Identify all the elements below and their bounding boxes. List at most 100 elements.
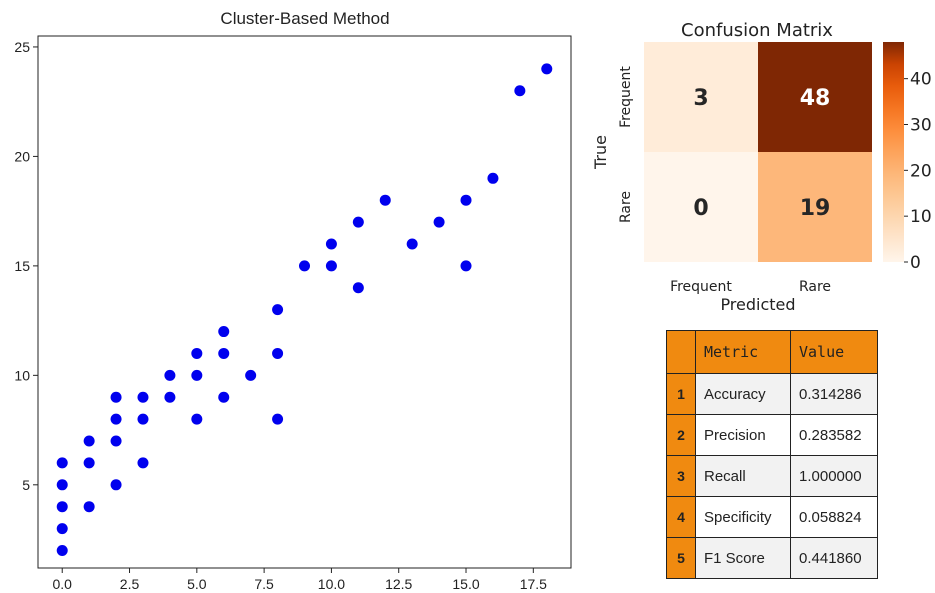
scatter-point bbox=[218, 347, 230, 359]
x-tick-label: 12.5 bbox=[385, 576, 412, 592]
row-index: 1 bbox=[666, 373, 696, 415]
scatter-point bbox=[379, 194, 391, 206]
row-index: 4 bbox=[666, 496, 696, 538]
heatmap-cell bbox=[644, 152, 758, 262]
scatter-point bbox=[487, 172, 499, 184]
scatter-point bbox=[433, 216, 445, 228]
metric-name: Accuracy bbox=[695, 373, 791, 415]
scatter-plot-frame bbox=[37, 35, 572, 569]
metrics-table: Metric Value 1 Accuracy 0.314286 2 Preci… bbox=[666, 330, 878, 579]
x-tick-label: 17.5 bbox=[520, 576, 547, 592]
scatter-point bbox=[191, 413, 203, 425]
heatmap-cell-value: 0 bbox=[693, 196, 708, 221]
scatter-point bbox=[191, 347, 203, 359]
scatter-title: Cluster-Based Method bbox=[220, 9, 389, 28]
x-category-label: Rare bbox=[799, 279, 831, 295]
table-row: 4 Specificity 0.058824 bbox=[666, 496, 878, 538]
metric-name: Specificity bbox=[695, 496, 791, 538]
colorbar-tick-label: 40 bbox=[910, 70, 932, 90]
scatter-point bbox=[299, 260, 310, 272]
scatter-chart: Cluster-Based Method 0.0 2.5 5.0 7.5 10.0 12.… bbox=[14, 9, 572, 592]
x-axis-label: Predicted bbox=[720, 295, 795, 314]
table-row: 2 Precision 0.283582 bbox=[666, 414, 878, 456]
metric-name: F1 Score bbox=[695, 537, 791, 579]
scatter-point bbox=[218, 391, 230, 403]
index-header bbox=[666, 330, 696, 374]
colorbar-tick-label: 0 bbox=[910, 253, 921, 273]
table-row: 1 Accuracy 0.314286 bbox=[666, 373, 878, 415]
row-index: 2 bbox=[666, 414, 696, 456]
scatter-point bbox=[352, 216, 364, 228]
x-tick-label: 2.5 bbox=[120, 576, 140, 592]
heatmap-cell-value: 19 bbox=[800, 196, 831, 221]
scatter-point bbox=[541, 63, 553, 75]
scatter-point bbox=[83, 435, 95, 447]
colorbar-tick-label: 30 bbox=[910, 116, 932, 136]
x-tick-label: 15.0 bbox=[452, 576, 479, 592]
heatmap-cell-value: 3 bbox=[693, 86, 708, 111]
scatter-point bbox=[164, 391, 176, 403]
scatter-point bbox=[514, 85, 526, 97]
table-row: 3 Recall 1.000000 bbox=[666, 455, 878, 497]
scatter-point bbox=[245, 369, 257, 381]
scatter-point bbox=[110, 479, 122, 491]
scatter-point bbox=[164, 369, 176, 381]
scatter-point bbox=[218, 326, 230, 338]
y-category-label: Frequent bbox=[618, 66, 634, 128]
scatter-point bbox=[137, 413, 149, 425]
colorbar-tick-label: 10 bbox=[910, 207, 932, 227]
confusion-matrix-chart: Confusion Matrix 3 48 0 19 0 10 20 30 40 Freque… bbox=[591, 20, 932, 314]
scatter-point bbox=[460, 194, 472, 206]
scatter-point bbox=[56, 523, 68, 535]
colorbar-tick-label: 20 bbox=[910, 161, 932, 181]
scatter-point bbox=[352, 282, 364, 294]
scatter-point bbox=[56, 544, 68, 556]
x-tick-label: 0.0 bbox=[52, 576, 72, 592]
value-header: Value bbox=[790, 330, 878, 374]
table-row: 5 F1 Score 0.441860 bbox=[666, 537, 878, 579]
scatter-point bbox=[325, 238, 337, 250]
row-index: 3 bbox=[666, 455, 696, 497]
x-category-label: Frequent bbox=[670, 279, 732, 295]
scatter-point bbox=[325, 260, 337, 272]
colorbar bbox=[883, 42, 904, 262]
y-tick-label: 25 bbox=[14, 39, 30, 55]
scatter-point bbox=[137, 457, 149, 469]
y-tick-label: 15 bbox=[14, 258, 30, 274]
scatter-point bbox=[110, 413, 122, 425]
y-tick-label: 5 bbox=[22, 477, 30, 493]
x-tick-label: 5.0 bbox=[187, 576, 207, 592]
metric-name: Precision bbox=[695, 414, 791, 456]
scatter-point bbox=[110, 391, 122, 403]
heatmap-cell bbox=[758, 152, 872, 262]
y-axis-label: True bbox=[591, 135, 610, 170]
scatter-point bbox=[56, 457, 68, 469]
scatter-point bbox=[56, 479, 68, 491]
heatmap-cell-value: 48 bbox=[800, 86, 831, 111]
scatter-point bbox=[460, 260, 472, 272]
row-index: 5 bbox=[666, 537, 696, 579]
scatter-point bbox=[272, 304, 284, 316]
metric-name: Recall bbox=[695, 455, 791, 497]
metric-value: 0.314286 bbox=[790, 373, 878, 415]
metric-value: 0.283582 bbox=[790, 414, 878, 456]
metrics-header-row: Metric Value bbox=[666, 330, 878, 374]
metric-header: Metric bbox=[695, 330, 791, 374]
y-category-label: Rare bbox=[618, 191, 634, 223]
x-tick-label: 7.5 bbox=[254, 576, 274, 592]
scatter-point bbox=[191, 369, 203, 381]
scatter-point bbox=[272, 347, 284, 359]
metric-value: 1.000000 bbox=[790, 455, 878, 497]
scatter-point bbox=[56, 501, 68, 513]
heatmap-cell bbox=[758, 42, 872, 152]
y-tick-label: 10 bbox=[14, 367, 30, 383]
y-tick-label: 20 bbox=[14, 148, 30, 164]
heatmap-cell bbox=[644, 42, 758, 152]
x-tick-label: 10.0 bbox=[318, 576, 345, 592]
metric-value: 0.058824 bbox=[790, 496, 878, 538]
scatter-point bbox=[137, 391, 149, 403]
confusion-matrix-title: Confusion Matrix bbox=[681, 20, 833, 41]
scatter-point bbox=[83, 501, 95, 513]
scatter-point bbox=[110, 435, 122, 447]
scatter-point bbox=[83, 457, 95, 469]
